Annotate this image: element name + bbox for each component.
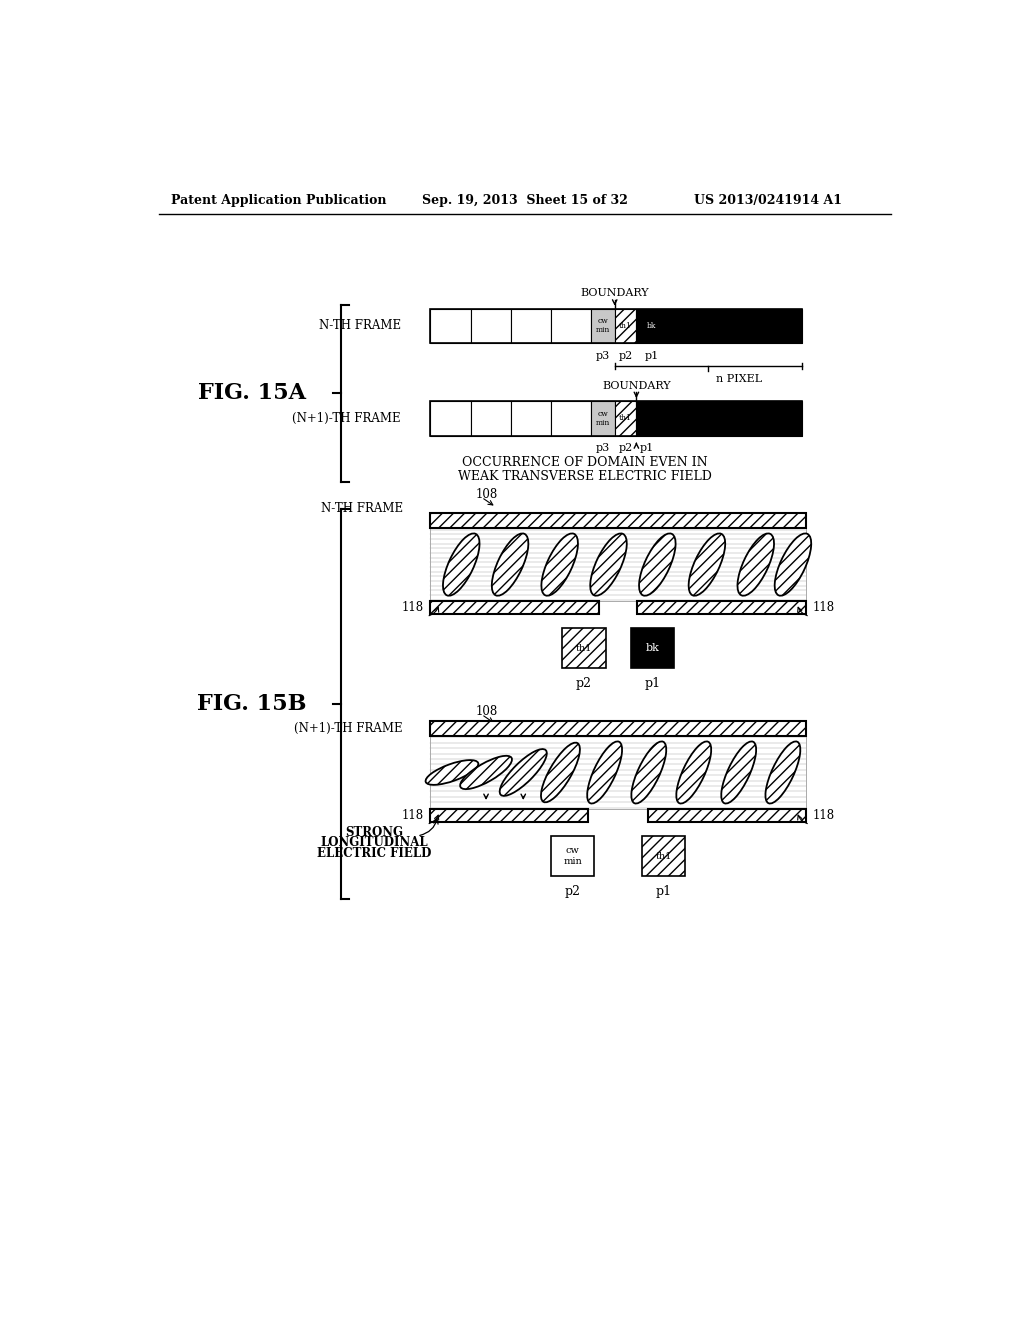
Text: N-TH FRAME: N-TH FRAME [321, 502, 403, 515]
Text: p3: p3 [596, 351, 610, 360]
Bar [614, 401, 636, 436]
Bar [642, 836, 685, 876]
Bar [430, 309, 802, 343]
Text: cw
min: cw min [563, 846, 582, 866]
Bar [430, 309, 471, 343]
Text: 118: 118 [812, 601, 835, 614]
Ellipse shape [676, 742, 712, 804]
Text: p1: p1 [655, 886, 672, 899]
Text: (N+1)-TH FRAME: (N+1)-TH FRAME [295, 722, 403, 735]
Text: bk: bk [645, 643, 659, 653]
Ellipse shape [590, 533, 627, 595]
Text: LONGITUDINAL: LONGITUDINAL [321, 837, 428, 850]
Bar [430, 721, 806, 737]
Text: WEAK TRANSVERSE ELECTRIC FIELD: WEAK TRANSVERSE ELECTRIC FIELD [459, 470, 712, 483]
Ellipse shape [765, 742, 801, 804]
Text: th1: th1 [620, 414, 632, 422]
Text: ELECTRIC FIELD: ELECTRIC FIELD [317, 847, 432, 861]
Text: 118: 118 [402, 601, 424, 614]
Ellipse shape [689, 533, 725, 595]
Ellipse shape [426, 760, 478, 785]
Bar [713, 309, 758, 343]
Text: Sep. 19, 2013  Sheet 15 of 32: Sep. 19, 2013 Sheet 15 of 32 [423, 194, 629, 207]
Bar [551, 309, 592, 343]
Bar [636, 401, 802, 436]
Text: cw
min: cw min [596, 317, 610, 334]
Bar [636, 309, 668, 343]
Text: p1: p1 [645, 351, 659, 360]
Text: 118: 118 [402, 809, 424, 822]
Bar [511, 401, 551, 436]
Ellipse shape [443, 533, 479, 595]
Bar [430, 401, 471, 436]
Text: cw
min: cw min [596, 409, 610, 426]
Text: p3: p3 [596, 444, 610, 453]
Text: 108: 108 [475, 488, 498, 502]
Ellipse shape [639, 533, 676, 595]
Text: n PIXEL: n PIXEL [716, 374, 762, 384]
Bar [430, 809, 588, 822]
Text: STRONG: STRONG [345, 825, 403, 838]
Bar [430, 528, 806, 601]
Ellipse shape [587, 742, 622, 804]
Bar [430, 401, 802, 436]
Bar [511, 309, 551, 343]
Bar [430, 737, 806, 809]
Ellipse shape [460, 756, 512, 789]
Text: bk: bk [647, 322, 656, 330]
Text: N-TH FRAME: N-TH FRAME [318, 319, 400, 333]
Bar [471, 401, 511, 436]
Text: FIG. 15B: FIG. 15B [198, 693, 307, 715]
Bar [551, 401, 592, 436]
Ellipse shape [775, 533, 811, 595]
Text: US 2013/0241914 A1: US 2013/0241914 A1 [693, 194, 842, 207]
Ellipse shape [632, 742, 667, 804]
Ellipse shape [541, 743, 580, 803]
Text: BOUNDARY: BOUNDARY [581, 288, 649, 298]
Bar [430, 601, 599, 614]
Bar [758, 309, 802, 343]
Text: th1: th1 [620, 322, 632, 330]
Bar [592, 401, 614, 436]
Bar [614, 309, 636, 343]
Text: th1: th1 [655, 851, 672, 861]
Text: p1: p1 [644, 677, 660, 690]
Ellipse shape [500, 748, 547, 796]
Text: BOUNDARY: BOUNDARY [602, 380, 671, 391]
Ellipse shape [542, 533, 578, 595]
Text: p2: p2 [618, 444, 633, 453]
Text: 118: 118 [812, 809, 835, 822]
Ellipse shape [721, 742, 756, 804]
Ellipse shape [492, 533, 528, 595]
Text: 108: 108 [475, 705, 498, 718]
Text: p2: p2 [618, 351, 633, 360]
Ellipse shape [737, 533, 774, 595]
Text: FIG. 15A: FIG. 15A [198, 383, 306, 404]
Bar [562, 628, 605, 668]
Bar [430, 512, 806, 528]
Bar [471, 309, 511, 343]
Bar [551, 836, 594, 876]
Bar [592, 309, 614, 343]
Bar [668, 309, 713, 343]
Bar [637, 601, 806, 614]
Bar [631, 628, 674, 668]
Bar [648, 809, 806, 822]
Text: p1: p1 [640, 444, 654, 453]
Text: p2: p2 [564, 886, 581, 899]
Text: OCCURRENCE OF DOMAIN EVEN IN: OCCURRENCE OF DOMAIN EVEN IN [463, 455, 708, 469]
Text: (N+1)-TH FRAME: (N+1)-TH FRAME [292, 412, 400, 425]
Text: p2: p2 [575, 677, 592, 690]
Text: Patent Application Publication: Patent Application Publication [171, 194, 386, 207]
Text: th1: th1 [575, 644, 592, 652]
